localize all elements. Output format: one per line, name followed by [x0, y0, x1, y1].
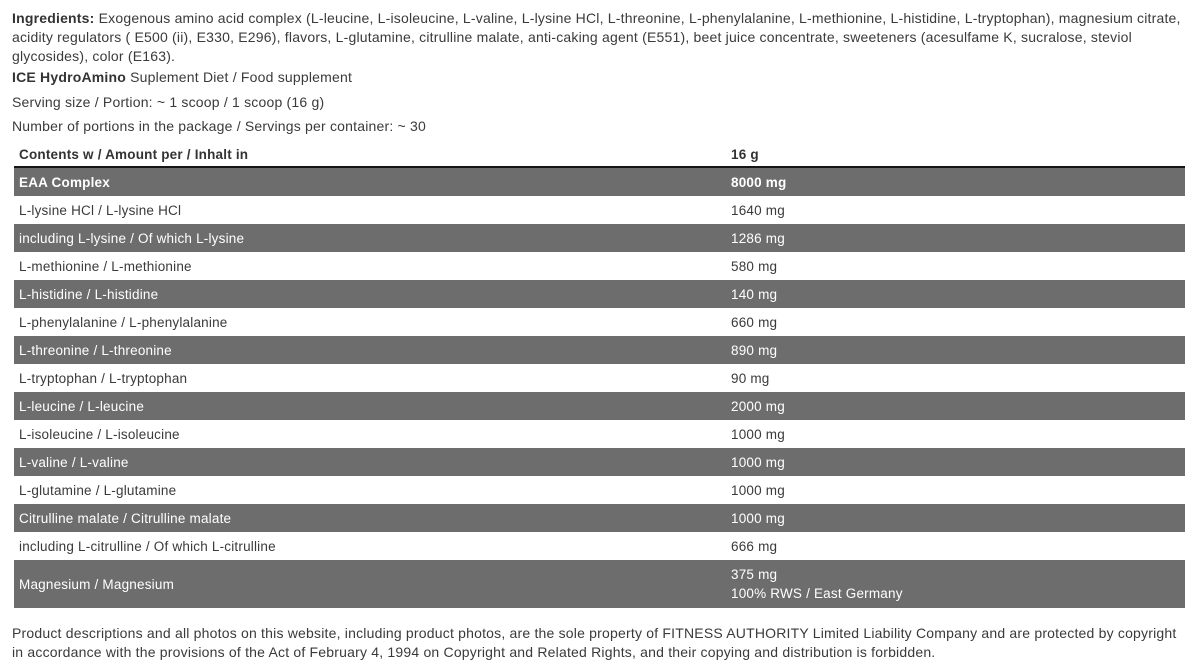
row-amount: 666 mg: [731, 537, 1185, 556]
table-row: including L-citrulline / Of which L-citr…: [14, 532, 1185, 560]
row-label: EAA Complex: [19, 174, 110, 190]
amount-line: 1286 mg: [731, 230, 785, 246]
servings-per-container-line: Number of portions in the package / Serv…: [12, 118, 426, 134]
row-amount: 1286 mg: [731, 229, 1185, 248]
amount-line: 8000 mg: [731, 174, 787, 190]
table-row: L-valine / L-valine 1000 mg: [14, 448, 1185, 476]
table-body: EAA Complex 8000 mg L-lysine HCl / L-lysin…: [14, 168, 1185, 608]
product-name: ICE HydroAmino: [12, 69, 127, 85]
row-label: L-valine / L-valine: [19, 454, 129, 470]
amount-line: 666 mg: [731, 538, 778, 554]
table-header-row: Contents w / Amount per / Inhalt in 16 g: [14, 142, 1185, 168]
table-row: Citrulline malate / Citrulline malate 100…: [14, 504, 1185, 532]
nutrition-table: Contents w / Amount per / Inhalt in 16 g…: [14, 142, 1185, 608]
amount-line: 890 mg: [731, 342, 778, 358]
product-name-suffix: Suplement Diet / Food supplement: [126, 69, 353, 85]
table-row: L-leucine / L-leucine 2000 mg: [14, 392, 1185, 420]
amount-line: 1000 mg: [731, 482, 785, 498]
row-label: including L-citrulline / Of which L-citr…: [19, 538, 276, 554]
table-row: L-threonine / L-threonine 890 mg: [14, 336, 1185, 364]
row-label: L-lysine HCl / L-lysine HCl: [19, 202, 182, 218]
serving-size-line: Serving size / Portion: ~ 1 scoop / 1 sc…: [12, 94, 325, 110]
amount-line: 580 mg: [731, 258, 778, 274]
row-label: L-methionine / L-methionine: [19, 258, 192, 274]
row-amount: 90 mg: [731, 369, 1185, 388]
amount-line: 660 mg: [731, 314, 778, 330]
row-label: L-leucine / L-leucine: [19, 398, 145, 414]
amount-line: 90 mg: [731, 370, 770, 386]
row-amount: 1640 mg: [731, 201, 1185, 220]
amount-line-secondary: 100% RWS / East Germany: [731, 586, 903, 601]
amount-line: 2000 mg: [731, 398, 785, 414]
row-amount: 1000 mg: [731, 509, 1185, 528]
row-amount: 1000 mg: [731, 453, 1185, 472]
row-amount: 660 mg: [731, 313, 1185, 332]
row-amount: 580 mg: [731, 257, 1185, 276]
row-label: L-tryptophan / L-tryptophan: [19, 370, 188, 386]
ingredients-text: Exogenous amino acid complex (L-leucine,…: [12, 10, 1181, 64]
table-row: L-methionine / L-methionine 580 mg: [14, 252, 1185, 280]
row-amount: 8000 mg: [731, 173, 1185, 192]
row-label: including L-lysine / Of which L-lysine: [19, 230, 245, 246]
row-label: L-phenylalanine / L-phenylalanine: [19, 314, 228, 330]
table-header-label: Contents w / Amount per / Inhalt in: [19, 146, 249, 162]
row-label: L-isoleucine / L-isoleucine: [19, 426, 180, 442]
amount-line: 375 mg: [731, 567, 778, 582]
ingredients-paragraph: Ingredients: Exogenous amino acid comple…: [12, 9, 1184, 66]
amount-line: 1000 mg: [731, 426, 785, 442]
table-row: L-isoleucine / L-isoleucine 1000 mg: [14, 420, 1185, 448]
row-amount: 1000 mg: [731, 481, 1185, 500]
row-amount: 2000 mg: [731, 397, 1185, 416]
amount-line: 1000 mg: [731, 510, 785, 526]
table-row: L-lysine HCl / L-lysine HCl 1640 mg: [14, 196, 1185, 224]
row-label: L-histidine / L-histidine: [19, 286, 159, 302]
table-row: L-glutamine / L-glutamine 1000 mg: [14, 476, 1185, 504]
amount-line: 140 mg: [731, 286, 778, 302]
row-label: Magnesium / Magnesium: [19, 576, 175, 592]
row-amount: 140 mg: [731, 285, 1185, 304]
ingredients-label: Ingredients:: [12, 10, 95, 26]
product-name-line: ICE HydroAmino Suplement Diet / Food sup…: [12, 68, 1184, 87]
amount-line: 1000 mg: [731, 454, 785, 470]
table-row: including L-lysine / Of which L-lysine 12…: [14, 224, 1185, 252]
row-amount: 375 mg 100% RWS / East Germany: [731, 565, 1185, 603]
copyright-note: Product descriptions and all photos on t…: [12, 625, 1177, 660]
amount-line: 1640 mg: [731, 202, 785, 218]
table-row: L-phenylalanine / L-phenylalanine 660 mg: [14, 308, 1185, 336]
table-row: L-tryptophan / L-tryptophan 90 mg: [14, 364, 1185, 392]
row-amount: 1000 mg: [731, 425, 1185, 444]
row-label: Citrulline malate / Citrulline malate: [19, 510, 232, 526]
row-label: L-glutamine / L-glutamine: [19, 482, 177, 498]
table-header-amount: 16 g: [731, 146, 759, 162]
table-row: L-histidine / L-histidine 140 mg: [14, 280, 1185, 308]
row-amount: 890 mg: [731, 341, 1185, 360]
table-row: EAA Complex 8000 mg: [14, 168, 1185, 196]
row-label: L-threonine / L-threonine: [19, 342, 172, 358]
table-row: Magnesium / Magnesium 375 mg 100% RWS / Ea…: [14, 560, 1185, 608]
